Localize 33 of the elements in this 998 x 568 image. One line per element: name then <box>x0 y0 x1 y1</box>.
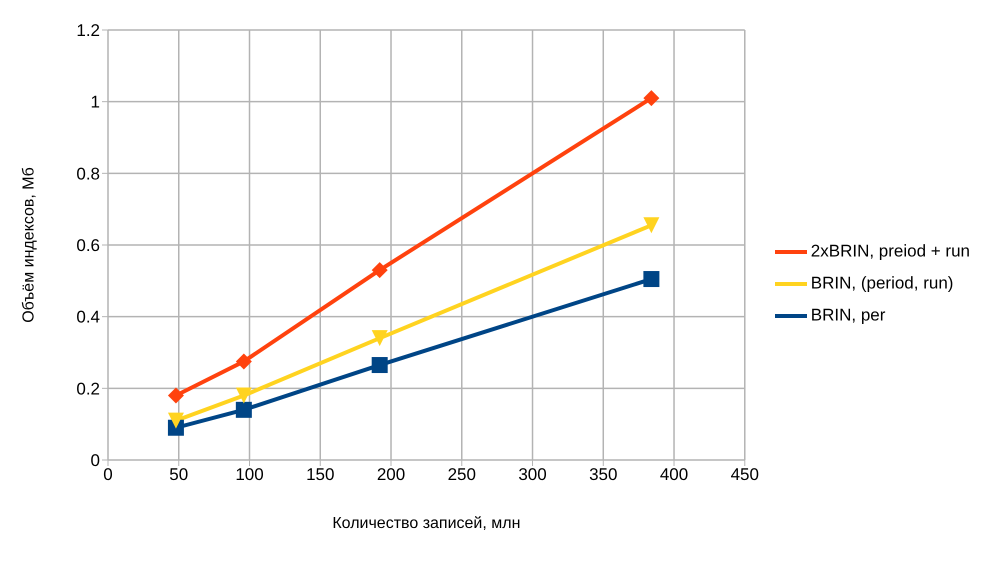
y-tick-label: 1 <box>90 92 100 112</box>
point <box>236 353 252 370</box>
x-tick-label: 50 <box>169 465 188 484</box>
x-tick-label: 150 <box>306 465 334 484</box>
x-tick-label: 350 <box>589 465 618 484</box>
x-axis-title: Количество записей, млн <box>332 515 520 532</box>
point <box>643 90 660 106</box>
legend-label: BRIN, per <box>810 305 886 324</box>
point <box>372 262 388 278</box>
point <box>236 388 252 404</box>
y-tick-label: 0 <box>90 451 100 470</box>
y-tick-label: 0.4 <box>76 308 100 327</box>
y-tick-label: 0.6 <box>76 236 100 256</box>
point <box>372 330 388 346</box>
x-tick-label: 100 <box>235 465 264 484</box>
point <box>643 271 660 288</box>
point <box>372 357 388 374</box>
x-tick-label: 450 <box>730 465 759 484</box>
legend-label: 2xBRIN, preiod + run <box>810 241 970 260</box>
y-tick-label: 0.2 <box>76 379 100 398</box>
point <box>643 217 660 234</box>
legend-label: BRIN, (period, run) <box>810 273 954 292</box>
point <box>168 412 184 429</box>
x-tick-label: 200 <box>376 465 406 484</box>
y-axis-title: Объём индексов, Мб <box>20 167 38 323</box>
y-tick-label: 1.2 <box>76 21 100 40</box>
point <box>236 402 252 418</box>
point <box>168 388 184 404</box>
x-tick-label: 300 <box>518 465 547 484</box>
x-tick-label: 0 <box>103 465 113 484</box>
x-tick-label: 250 <box>448 465 476 484</box>
y-tick-label: 0.8 <box>76 164 100 184</box>
x-tick-label: 400 <box>660 465 688 484</box>
